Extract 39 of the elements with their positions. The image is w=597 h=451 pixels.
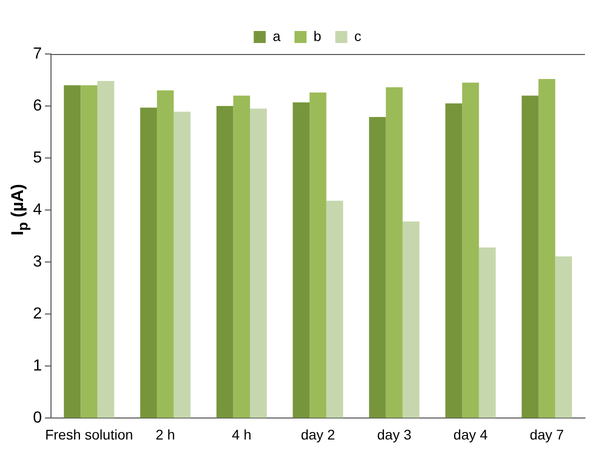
- x-tick-label: day 7: [530, 426, 564, 442]
- x-tick-label: day 2: [300, 426, 336, 442]
- bar: [216, 106, 234, 418]
- y-tick-label: 3: [32, 254, 42, 271]
- y-tick-label: 2: [32, 306, 42, 323]
- bar: [445, 103, 462, 418]
- legend-label: c: [354, 28, 362, 44]
- bar: [97, 81, 114, 418]
- y-tick-label: 0: [32, 410, 42, 427]
- y-tick-label: 1: [32, 358, 42, 375]
- bar: [174, 112, 191, 418]
- bar: [402, 222, 420, 418]
- bar: [64, 85, 81, 418]
- bar: [250, 108, 267, 418]
- bar: [310, 92, 326, 418]
- y-tick-label: 7: [32, 45, 42, 62]
- bar: [478, 248, 496, 418]
- bar: [462, 82, 479, 418]
- x-tick-label: 2 h: [156, 426, 176, 442]
- bar: [156, 90, 174, 418]
- bar: [326, 200, 344, 418]
- bar: [233, 96, 250, 418]
- legend-label: a: [272, 28, 281, 44]
- y-tick-label: 5: [32, 149, 42, 166]
- legend-label: b: [314, 28, 322, 44]
- bar: [538, 78, 556, 418]
- x-tick-label: 4 h: [232, 426, 252, 442]
- x-tick-label: day 4: [453, 426, 488, 442]
- bar: [292, 102, 310, 418]
- bar: [555, 256, 572, 418]
- bar: [80, 85, 98, 418]
- bar: [386, 87, 403, 418]
- x-tick-label: day 3: [377, 426, 412, 442]
- bar: [522, 96, 538, 418]
- bar: [140, 108, 157, 418]
- y-tick-label: 6: [32, 97, 42, 114]
- x-tick-label: Fresh solution: [45, 426, 134, 442]
- bar: [369, 116, 386, 418]
- y-tick-label: 4: [32, 201, 42, 218]
